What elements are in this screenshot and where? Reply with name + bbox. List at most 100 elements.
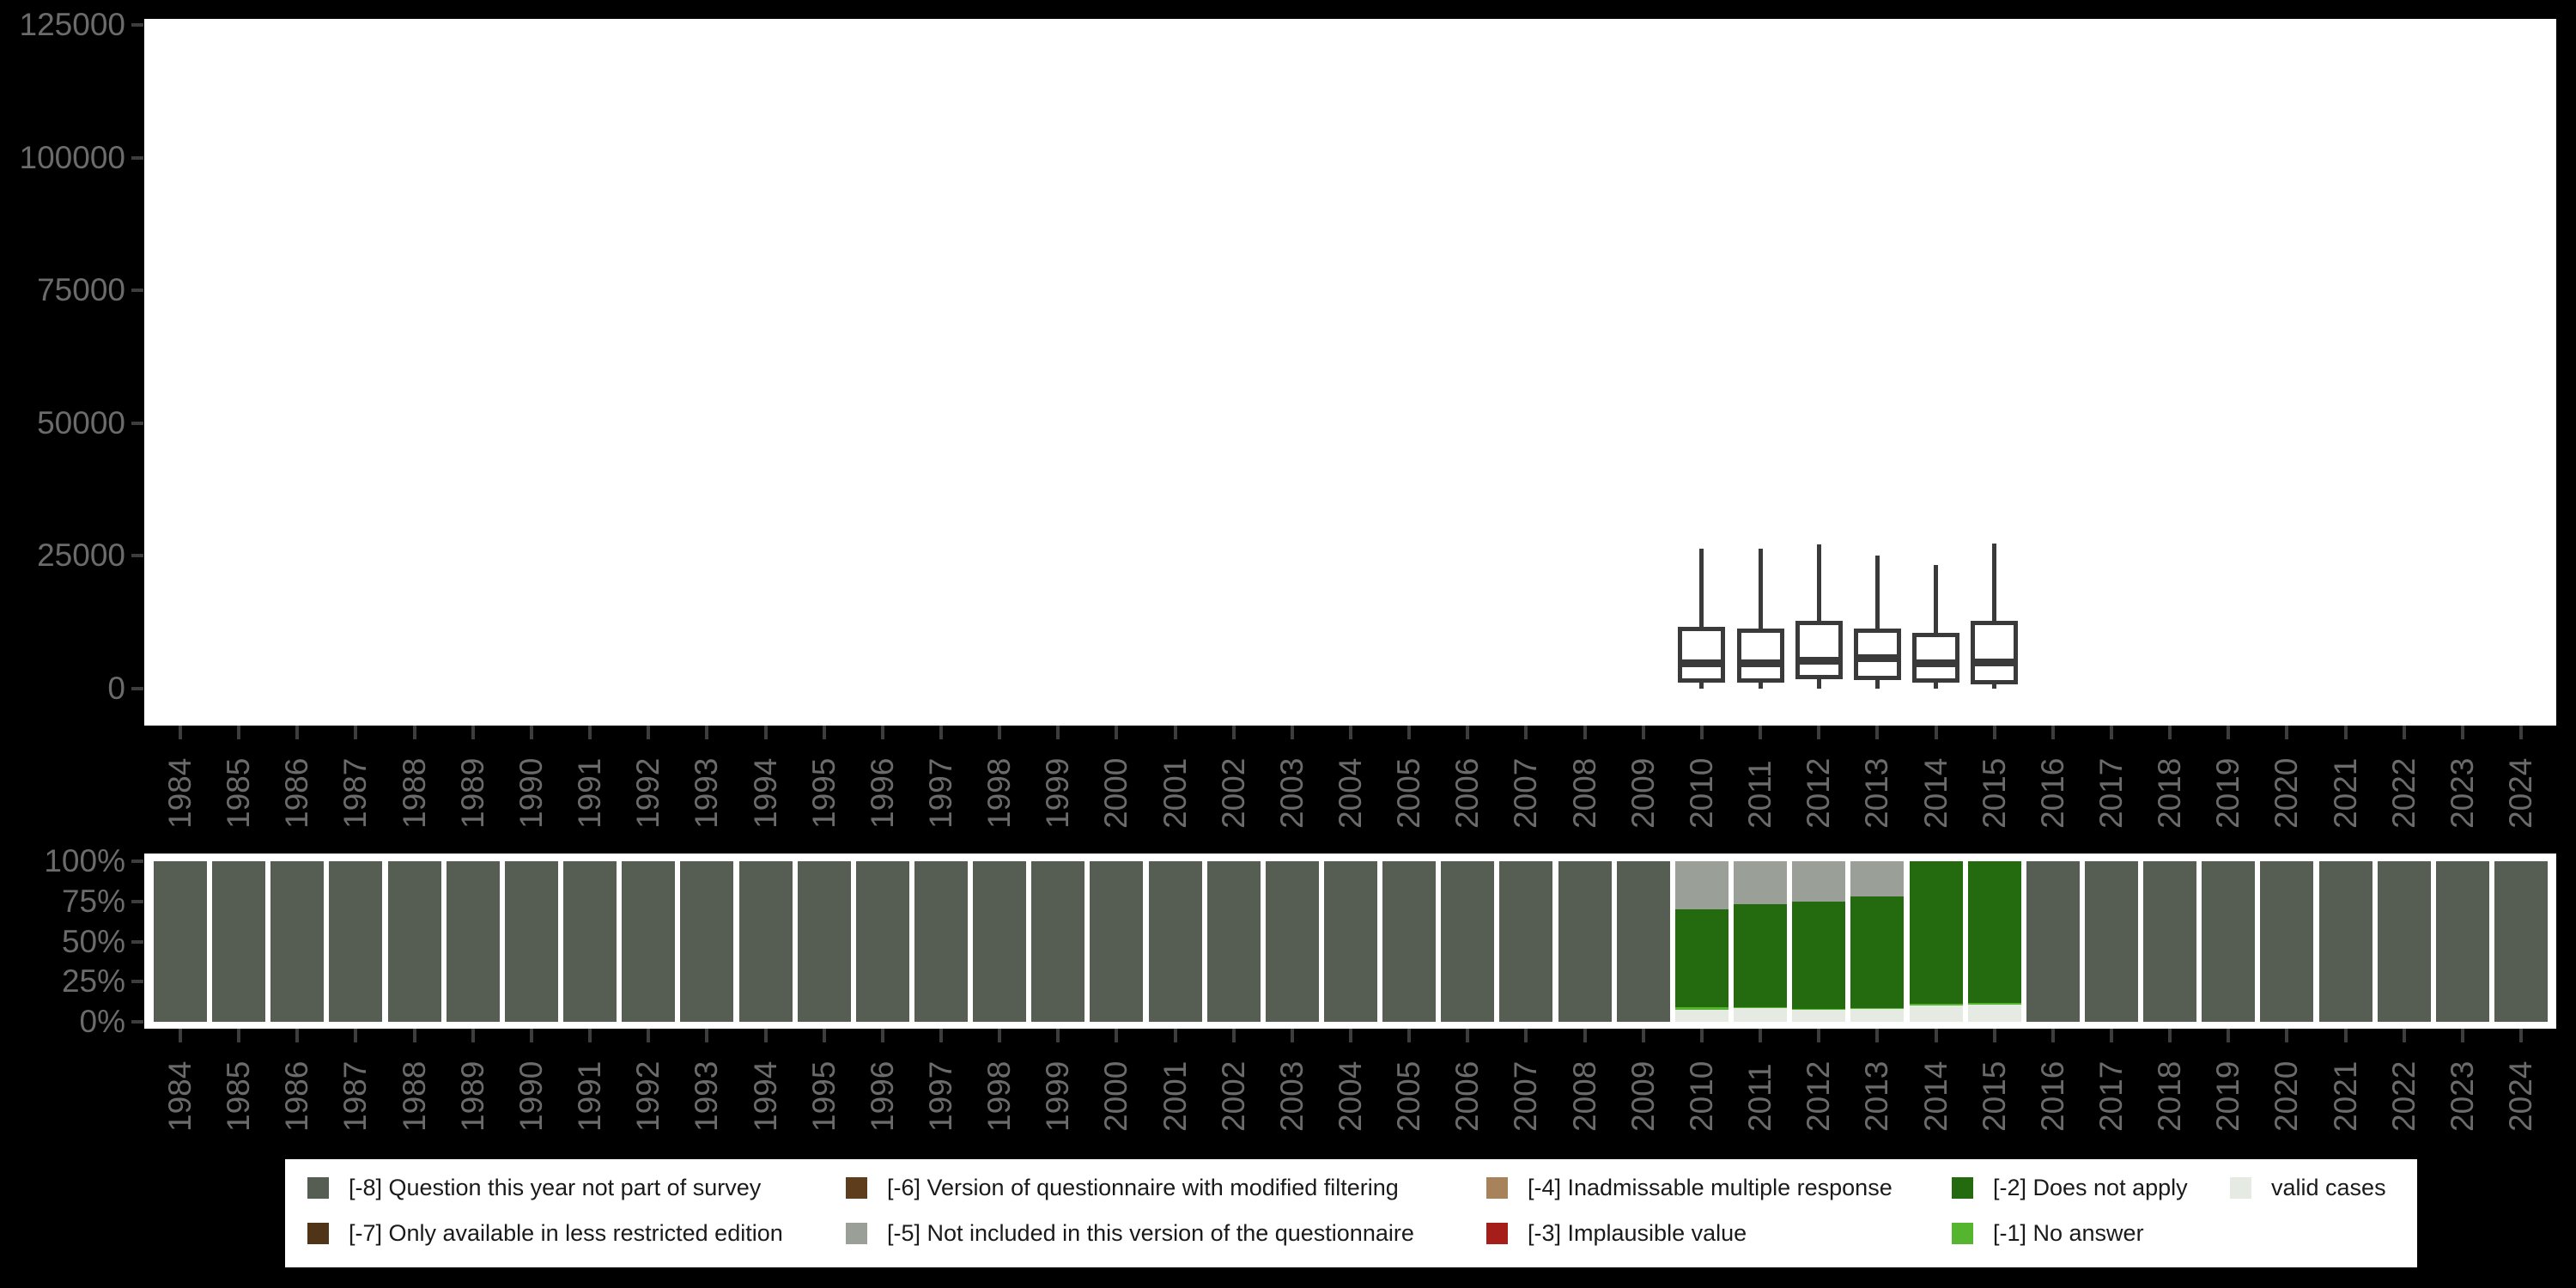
x-axis-tick xyxy=(1992,726,1996,739)
bar-segment-not_part_of_survey xyxy=(1499,861,1553,1022)
x-axis-tick xyxy=(939,726,943,739)
x-axis-tick-label: 1998 xyxy=(981,757,1018,829)
x-axis-tick-label: 1997 xyxy=(922,1060,958,1132)
x-axis-tick-label: 2006 xyxy=(1449,1060,1485,1132)
x-axis-tick-label: 2007 xyxy=(1508,1060,1544,1132)
boxplot-lower-whisker xyxy=(1874,680,1880,689)
x-axis-tick-label: 2010 xyxy=(1683,757,1719,829)
x-axis-tick xyxy=(998,1029,1002,1042)
x-axis-tick xyxy=(1641,726,1645,739)
x-axis-tick-label: 2018 xyxy=(2152,1060,2188,1132)
boxplot-upper-whisker xyxy=(1758,548,1763,629)
legend-label-valid: valid cases xyxy=(2271,1175,2386,1200)
bar-segment-no_answer xyxy=(1909,1003,1963,1006)
bar-segment-not_part_of_survey xyxy=(2084,861,2138,1022)
x-axis-tick xyxy=(2343,726,2348,739)
y-axis-tick-label: 25000 xyxy=(37,538,125,574)
x-axis-tick-label: 2014 xyxy=(1917,1060,1953,1132)
x-axis-tick xyxy=(588,1029,592,1042)
x-axis-tick-label: 1995 xyxy=(805,757,841,829)
x-axis-tick-label: 2001 xyxy=(1157,757,1193,829)
x-axis-tick-label: 1999 xyxy=(1040,1060,1076,1132)
x-axis-tick-label: 1987 xyxy=(337,1060,374,1132)
x-axis-tick-label: 2008 xyxy=(1566,757,1602,829)
boxplot-box xyxy=(1912,633,1959,683)
x-axis-tick-label: 1998 xyxy=(981,1060,1018,1132)
x-axis-tick xyxy=(588,726,592,739)
y-axis-tick-label: 50000 xyxy=(37,404,125,440)
x-axis-tick-label: 2021 xyxy=(2327,1060,2363,1132)
x-axis-tick xyxy=(1290,1029,1294,1042)
x-axis-tick xyxy=(939,1029,943,1042)
legend-swatch--7 xyxy=(307,1223,329,1244)
y-axis-tick-label: 75000 xyxy=(37,272,125,308)
x-axis-tick-label: 2010 xyxy=(1683,1060,1719,1132)
x-axis-tick xyxy=(1115,726,1119,739)
x-axis-tick xyxy=(1349,726,1352,739)
x-axis-tick xyxy=(179,726,182,739)
x-axis-tick xyxy=(1875,726,1880,739)
x-axis-tick-label: 2013 xyxy=(1859,1060,1895,1132)
boxplot-upper-whisker xyxy=(1934,564,1938,634)
x-axis-tick-label: 1996 xyxy=(864,757,900,829)
legend-swatch--8 xyxy=(307,1177,329,1199)
boxplot-upper-whisker xyxy=(1699,548,1704,628)
x-axis-tick xyxy=(1231,726,1236,739)
x-axis-tick xyxy=(998,726,1002,739)
x-axis-tick-label: 2015 xyxy=(1976,757,2012,829)
x-axis-tick-label: 1990 xyxy=(513,1060,549,1132)
x-axis-tick-label: 2003 xyxy=(1273,757,1309,829)
y-axis-tick xyxy=(131,289,143,293)
x-axis-tick-label: 2004 xyxy=(1333,757,1368,829)
x-axis-tick xyxy=(1699,726,1704,739)
x-axis-tick-label: 2006 xyxy=(1449,757,1485,829)
legend-swatch--1 xyxy=(1952,1223,1973,1244)
boxplot-lower-whisker xyxy=(1816,678,1821,689)
y-axis-tick xyxy=(131,1020,143,1024)
bar-segment-not_part_of_survey xyxy=(2260,861,2314,1022)
x-axis-tick-label: 1988 xyxy=(396,757,432,829)
x-axis-tick-label: 1993 xyxy=(689,1060,725,1132)
boxplot-median-line xyxy=(1912,659,1959,668)
x-axis-tick-label: 2024 xyxy=(2503,757,2538,829)
x-axis-tick xyxy=(1817,726,1821,739)
legend-swatch--6 xyxy=(846,1177,867,1199)
boxplot-box xyxy=(1736,629,1784,683)
x-axis-tick xyxy=(529,726,533,739)
x-axis-tick xyxy=(880,1029,884,1042)
x-axis-tick-label: 1987 xyxy=(337,757,374,829)
y-axis-tick-label: 100% xyxy=(44,843,125,878)
legend-label--4: [-4] Inadmissable multiple response xyxy=(1528,1175,1893,1200)
x-axis-tick-label: 1996 xyxy=(864,1060,900,1132)
x-axis-tick xyxy=(2402,726,2406,739)
bar-segment-not_part_of_survey xyxy=(212,861,266,1022)
bar-segment-not_part_of_survey xyxy=(2026,861,2080,1022)
x-axis-tick-label: 2014 xyxy=(1917,757,1953,829)
x-axis-tick-label: 2016 xyxy=(2034,757,2070,829)
bar-segment-no_answer xyxy=(1850,1007,1905,1010)
boxplot-upper-whisker xyxy=(1992,543,1997,622)
x-axis-tick xyxy=(295,726,300,739)
bar-segment-does_not_apply xyxy=(1792,901,1846,1009)
boxplot-box xyxy=(1971,621,2019,685)
x-axis-tick-label: 2013 xyxy=(1859,757,1895,829)
x-axis-tick-label: 2002 xyxy=(1215,1060,1251,1132)
bar-segment-no_answer xyxy=(1967,1002,2021,1005)
boxplot-upper-whisker xyxy=(1874,555,1880,629)
x-axis-tick xyxy=(2343,1029,2348,1042)
bar-segment-not_part_of_survey xyxy=(622,861,676,1022)
x-axis-tick-label: 2017 xyxy=(2093,1060,2129,1132)
x-axis-tick-label: 1985 xyxy=(221,1060,257,1132)
x-axis-tick-label: 2009 xyxy=(1625,757,1661,829)
x-axis-tick xyxy=(1992,1029,1996,1042)
y-axis-tick xyxy=(131,421,143,425)
x-axis-tick xyxy=(2109,1029,2113,1042)
x-axis-tick xyxy=(647,726,651,739)
bar-segment-not_included xyxy=(1674,861,1728,910)
x-axis-tick xyxy=(1817,1029,1821,1042)
x-axis-tick-label: 2012 xyxy=(1801,1060,1837,1132)
bar-segment-does_not_apply xyxy=(1967,861,2021,1003)
bar-segment-not_part_of_survey xyxy=(1324,861,1377,1022)
x-axis-tick-label: 2012 xyxy=(1801,757,1837,829)
x-axis-tick-label: 1985 xyxy=(221,757,257,829)
